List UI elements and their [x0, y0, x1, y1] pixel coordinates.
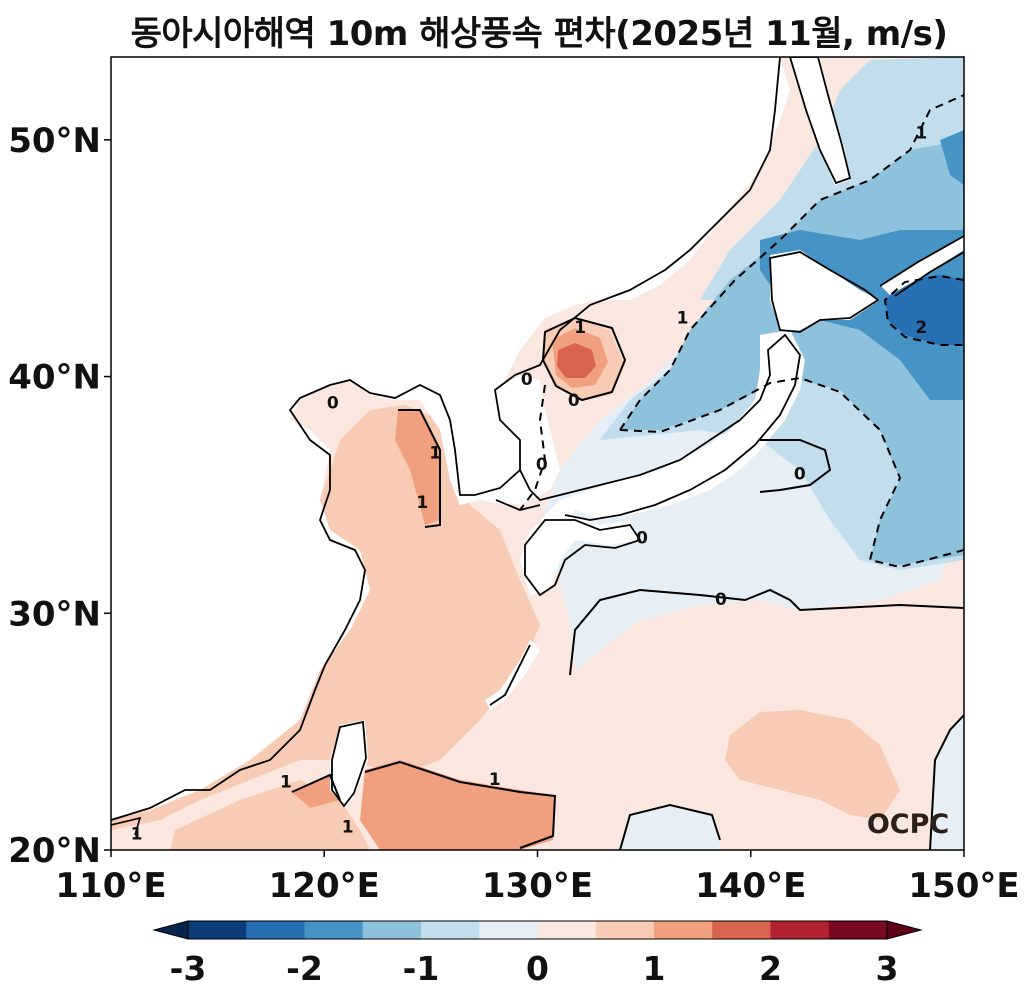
- coastlines: [111, 57, 964, 821]
- anomaly-fill-pos-05-east: [725, 710, 900, 820]
- colorbar-tick-label: -2: [286, 949, 323, 988]
- contour-label: 1: [280, 772, 292, 792]
- colorbar-swatch: [537, 921, 597, 939]
- contour-label: 0: [536, 455, 548, 475]
- ocpc-logo: OCPC: [867, 809, 949, 840]
- lat-tick-label: 50°N: [8, 121, 101, 161]
- land-asia: [111, 57, 790, 820]
- contour-label: 0: [794, 465, 806, 485]
- contour-label: 1: [677, 308, 689, 328]
- longitude-axis: 110°E 120°E 130°E 140°E 150°E: [55, 850, 1020, 906]
- contour-label: 1: [429, 443, 441, 463]
- anomaly-fill-pos-15: [557, 343, 596, 378]
- contour-label: 0: [568, 391, 580, 411]
- contour-label: 1: [342, 817, 354, 837]
- lon-tick-label: 140°E: [695, 866, 806, 906]
- anomaly-fill-neg-0-south: [618, 805, 720, 850]
- contour-label: 0: [636, 529, 648, 549]
- lon-tick-label: 150°E: [908, 866, 1019, 906]
- contours: [111, 316, 964, 850]
- contour-labels: 0 1 1 0 1 0 0 1 1 2 0 0 0 1 1 1 1: [131, 124, 928, 845]
- contour-label: 2: [915, 318, 927, 338]
- anomaly-fill-pos-1-tw: [292, 775, 340, 808]
- contour-label: 0: [521, 370, 533, 390]
- colorbar-swatch: [246, 921, 305, 939]
- colorbar-swatch: [421, 921, 480, 939]
- colorbar-tick-label: 3: [876, 949, 899, 988]
- latitude-axis: 20°N 30°N 40°N 50°N: [8, 121, 111, 871]
- map-title: 동아시아해역 10m 해상풍속 편차(2025년 11월, m/s): [130, 14, 948, 54]
- contour-label: 1: [416, 493, 428, 513]
- contours-negative: [519, 94, 964, 569]
- colorbar-swatch: [595, 921, 655, 939]
- lon-tick-label: 130°E: [482, 866, 593, 906]
- lat-tick-label: 30°N: [8, 594, 101, 634]
- anomaly-fill-pos-1: [360, 760, 555, 850]
- contour-label: 1: [131, 824, 143, 844]
- contour-label: 1: [574, 318, 586, 338]
- colorbar-swatch: [304, 921, 364, 939]
- lon-tick-label: 120°E: [269, 866, 380, 906]
- colorbar-frame: [187, 920, 888, 940]
- colorbar-tick-label: 1: [643, 949, 666, 988]
- land-japan-honshu: [540, 330, 805, 530]
- land-taiwan: [330, 720, 368, 808]
- lon-tick-label: 110°E: [55, 866, 166, 906]
- colorbar-over-arrow: [886, 920, 923, 940]
- colorbar-swatch: [654, 921, 713, 939]
- colorbar-tick-label: -3: [170, 949, 207, 988]
- contour-label: 1: [489, 770, 501, 790]
- colorbar-swatch: [362, 921, 422, 939]
- colorbar-swatch: [828, 921, 888, 939]
- anomaly-fill-neg-2: [885, 275, 964, 345]
- land-korea: [470, 375, 560, 505]
- colorbar-swatch: [770, 921, 830, 939]
- contour-label: 0: [327, 394, 339, 414]
- colorbar-tick-label: 2: [759, 949, 782, 988]
- land-japan-shikoku-kyushu: [520, 515, 640, 595]
- map-area: 0 1 1 0 1 0 0 1 1 2 0 0 0 1 1 1 1 OCPC: [111, 57, 964, 850]
- colorbar-swatch: [188, 921, 247, 939]
- anomaly-fill-neg-15-ne: [940, 130, 964, 185]
- colorbar-tick-label: 0: [526, 949, 549, 988]
- colorbar-swatch: [712, 921, 771, 939]
- colorbar-tick-label: -1: [403, 949, 440, 988]
- land-hokkaido: [770, 250, 880, 330]
- colorbar-swatch: [479, 921, 538, 939]
- colorbar-under-arrow: [152, 920, 189, 940]
- lat-tick-label: 20°N: [8, 831, 101, 871]
- land-sakhalin: [790, 57, 850, 185]
- contour-label: 0: [715, 590, 727, 610]
- lat-tick-label: 40°N: [8, 358, 101, 398]
- contour-label: 1: [915, 124, 927, 144]
- colorbar: -3 -2 -1 0 1 2 3: [152, 920, 923, 988]
- land-kuril: [880, 235, 964, 295]
- anomaly-fill-pos-1-yellow: [395, 410, 440, 525]
- anomaly-fill-neg-0-se: [930, 715, 964, 850]
- land-ryukyu: [485, 640, 540, 710]
